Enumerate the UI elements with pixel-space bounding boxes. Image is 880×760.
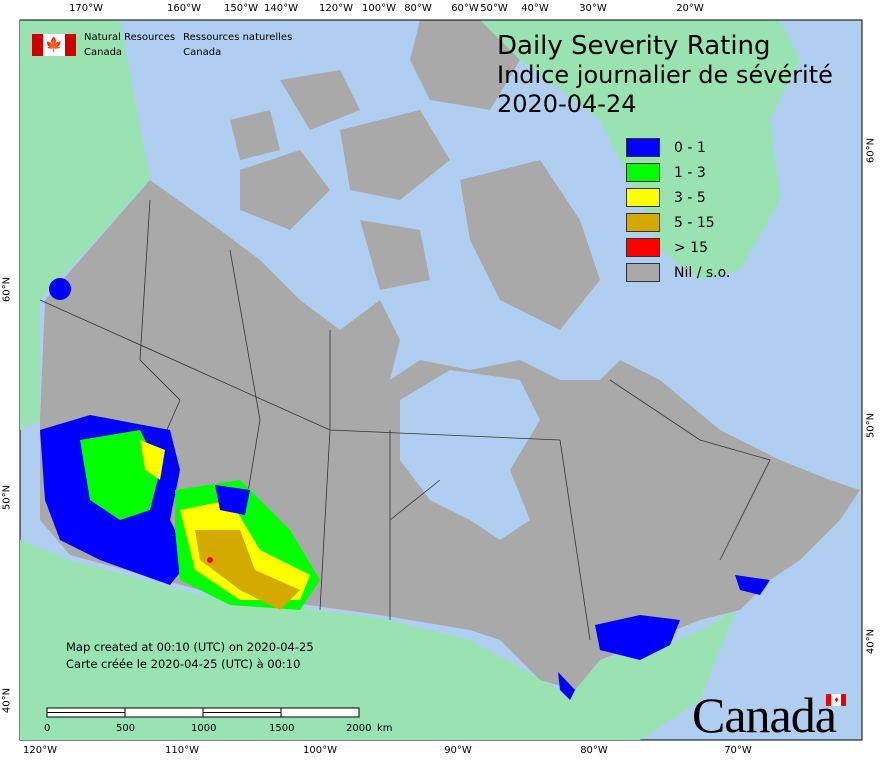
legend-item: 5 - 15 xyxy=(626,210,730,235)
scale-tick: 1000 xyxy=(191,723,217,734)
tick-label: 160°W xyxy=(167,3,201,14)
tick-label: 80°W xyxy=(404,3,432,14)
legend-label: Nil / s.o. xyxy=(674,264,731,281)
legend-swatch xyxy=(626,163,660,182)
tick-label: 50°N xyxy=(1,484,13,511)
scale-bar: 0 500 1000 1500 2000 km xyxy=(44,704,393,737)
legend-item: 0 - 1 xyxy=(626,135,730,160)
legend-label: 0 - 1 xyxy=(674,139,706,156)
legend-item: Nil / s.o. xyxy=(626,260,730,285)
tick-label: 100°W xyxy=(303,745,337,756)
nrcan-signature: 🍁 Natural Resources Canada Ressources nat… xyxy=(32,30,292,60)
title-en: Daily Severity Rating xyxy=(497,31,771,61)
legend-item: 1 - 3 xyxy=(626,160,730,185)
tick-label: 20°W xyxy=(676,3,704,14)
tick-label: 40°N xyxy=(865,628,877,655)
tick-label: 150°W xyxy=(224,3,258,14)
tick-label: 80°W xyxy=(580,745,608,756)
tick-label: 60°N xyxy=(1,276,13,303)
created-en: Map created at 00:10 (UTC) on 2020-04-25 xyxy=(66,640,314,654)
scale-tick: 0 xyxy=(44,723,51,734)
severity-patches xyxy=(40,278,770,700)
created-fr: Carte créée le 2020-04-25 (UTC) à 00:10 xyxy=(66,657,301,671)
tick-label: 30°W xyxy=(579,3,607,14)
legend-swatch xyxy=(626,238,660,257)
scale-unit: km xyxy=(377,723,393,734)
tick-label: 40°N xyxy=(1,687,13,714)
creation-note: Map created at 00:10 (UTC) on 2020-04-25… xyxy=(66,639,314,673)
legend-swatch xyxy=(626,263,660,282)
hudson-bay xyxy=(400,370,540,540)
legend: 0 - 1 1 - 3 3 - 5 5 - 15 > 15 Nil / s.o. xyxy=(626,135,730,285)
wordmark-text: Canada xyxy=(692,687,837,743)
canada-flag-icon: 🍁 xyxy=(32,34,76,56)
legend-swatch xyxy=(626,188,660,207)
legend-label: 5 - 15 xyxy=(674,214,715,231)
nrcan-en-2: Canada xyxy=(84,47,123,58)
tick-label: 170°W xyxy=(69,3,103,14)
tick-label: 50°W xyxy=(480,3,508,14)
legend-label: > 15 xyxy=(674,239,708,256)
legend-swatch xyxy=(626,213,660,232)
arctic-islands xyxy=(230,20,600,330)
alaska xyxy=(20,20,150,430)
tick-label: 100°W xyxy=(362,3,396,14)
title-date: 2020-04-24 xyxy=(497,90,637,118)
tick-label: 50°N xyxy=(865,412,877,439)
canada-flag-icon: ♦ xyxy=(826,694,846,706)
map-title: Daily Severity Rating Indice journalier … xyxy=(497,32,833,119)
scale-tick: 1500 xyxy=(269,723,295,734)
scale-tick: 500 xyxy=(116,723,136,734)
scale-tick: 2000 xyxy=(346,723,372,734)
nrcan-fr-2: Canada xyxy=(183,47,222,58)
canada-wordmark: Canada ♦ xyxy=(692,686,846,744)
tick-label: 120°W xyxy=(319,3,353,14)
nrcan-en-1: Natural Resources xyxy=(84,32,176,43)
legend-swatch xyxy=(626,138,660,157)
tick-label: 110°W xyxy=(165,745,199,756)
tick-label: 90°W xyxy=(444,745,472,756)
tick-label: 140°W xyxy=(264,3,298,14)
tick-label: 40°W xyxy=(521,3,549,14)
legend-label: 3 - 5 xyxy=(674,189,706,206)
tick-label: 60°W xyxy=(451,3,479,14)
legend-item: > 15 xyxy=(626,235,730,260)
scale-bar-graphic xyxy=(46,707,360,718)
nrcan-fr-1: Ressources naturelles xyxy=(183,32,293,43)
title-fr: Indice journalier de sévérité xyxy=(497,61,833,89)
legend-label: 1 - 3 xyxy=(674,164,706,181)
tick-label: 70°W xyxy=(724,745,752,756)
tick-label: 60°N xyxy=(865,137,877,164)
tick-label: 120°W xyxy=(23,745,57,756)
legend-item: 3 - 5 xyxy=(626,185,730,210)
